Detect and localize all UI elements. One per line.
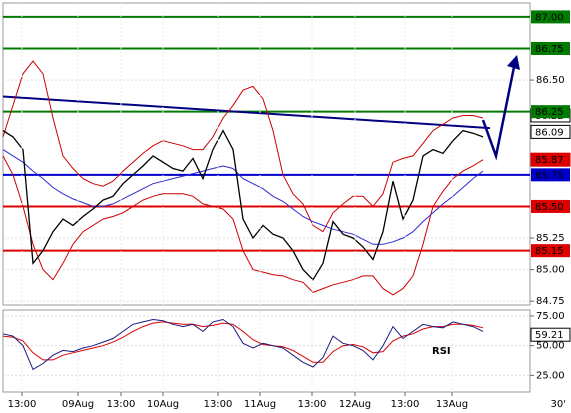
- series-line: [2, 318, 484, 371]
- level-box: [531, 105, 570, 119]
- x-tick-label: 11Aug: [244, 399, 276, 410]
- x-tick-label: 10Aug: [147, 399, 179, 410]
- y-tick-label: 85.00: [536, 265, 565, 276]
- x-tick-label: 09Aug: [62, 399, 94, 410]
- forecast-arrow: [481, 61, 517, 161]
- rsi-panel: [2, 309, 531, 393]
- price-marker-label: 59.21: [535, 330, 564, 341]
- trend-line: [2, 95, 491, 130]
- plot: 86.5085.2585.0084.7586.2286.0985.8787.00…: [2, 3, 571, 410]
- y-tick-label: 75.00: [536, 311, 565, 322]
- series-line: [2, 321, 484, 363]
- panel-title: RSI: [432, 346, 451, 357]
- x-tick-label: 13:00: [204, 399, 233, 410]
- level-box: [531, 199, 570, 213]
- series-line: [2, 60, 484, 233]
- y-tick-label: 25.00: [536, 370, 565, 381]
- level-box: [531, 10, 570, 24]
- x-tick-label: 13:00: [391, 399, 420, 410]
- main-panel: [2, 2, 531, 306]
- y-tick-label: 84.75: [536, 296, 565, 307]
- level-box: [531, 41, 570, 55]
- price-marker-label: 86.09: [535, 127, 564, 138]
- level-label: 87.00: [535, 12, 564, 23]
- level-label: 86.25: [535, 107, 564, 118]
- x-tick-label: 13:00: [107, 399, 136, 410]
- level-label: 85.75: [535, 170, 564, 181]
- price-marker-label: 85.87: [535, 155, 564, 166]
- level-label: 86.75: [535, 44, 564, 55]
- y-tick-label: 86.50: [536, 75, 565, 86]
- x-tick-label: 13Aug: [436, 399, 468, 410]
- series-line: [2, 149, 484, 245]
- price-marker: [530, 327, 571, 342]
- y-tick-label: 85.25: [536, 233, 565, 244]
- level-box: [531, 168, 570, 182]
- timeframe: 30': [551, 399, 566, 410]
- level-label: 85.15: [535, 246, 564, 257]
- level-label: 85.50: [535, 202, 564, 213]
- x-tick-label: 12Aug: [339, 399, 371, 410]
- level-box: [531, 244, 570, 258]
- x-tick-label: 13:00: [298, 399, 327, 410]
- arrow-head: [507, 55, 520, 70]
- price-marker: [530, 124, 571, 139]
- series-line: [2, 155, 484, 296]
- price-marker: [530, 152, 571, 167]
- x-tick-label: 13:00: [8, 399, 37, 410]
- series-line: [2, 129, 484, 281]
- y-tick-label: 50.00: [536, 341, 565, 352]
